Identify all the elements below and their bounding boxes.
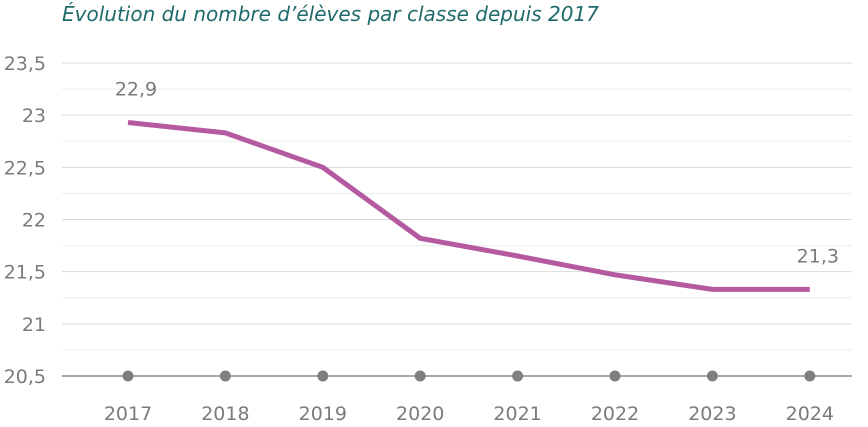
data-label: 21,3 <box>797 245 839 267</box>
y-tick-label: 21 <box>22 314 46 336</box>
x-tick-label: 2018 <box>201 403 249 425</box>
x-tick-label: 2017 <box>104 403 152 425</box>
x-axis: 2017 2018 2019 2020 2021 2022 2023 2024 <box>62 370 852 425</box>
x-tick-label: 2023 <box>688 403 736 425</box>
gridlines <box>62 62 852 351</box>
y-tick-label: 23,5 <box>4 53 46 75</box>
x-axis-marker <box>219 370 231 382</box>
y-tick-label: 23 <box>22 105 46 127</box>
x-axis-marker <box>317 370 329 382</box>
data-label: 22,9 <box>115 78 157 100</box>
y-tick-label: 22,5 <box>4 157 46 179</box>
x-tick-label: 2021 <box>493 403 541 425</box>
x-tick-label: 2022 <box>591 403 639 425</box>
x-axis-marker <box>804 370 816 382</box>
x-axis-marker <box>609 370 621 382</box>
x-tick-label: 2024 <box>786 403 834 425</box>
y-tick-label: 20,5 <box>4 366 46 388</box>
series-lines <box>127 120 810 292</box>
y-tick-label: 22 <box>22 210 46 232</box>
x-axis-marker <box>512 370 524 382</box>
data-labels: 22,9 21,3 <box>115 78 839 267</box>
x-axis-marker <box>414 370 426 382</box>
x-axis-marker <box>122 370 134 382</box>
y-axis-ticks: 20,5 21 21,5 22 22,5 23 23,5 <box>4 53 46 388</box>
x-tick-label: 2019 <box>299 403 347 425</box>
chart-title: Évolution du nombre d’élèves par classe … <box>62 2 599 26</box>
x-axis-marker <box>706 370 718 382</box>
series-line <box>127 120 810 292</box>
y-tick-label: 21,5 <box>4 262 46 284</box>
x-tick-label: 2020 <box>396 403 444 425</box>
